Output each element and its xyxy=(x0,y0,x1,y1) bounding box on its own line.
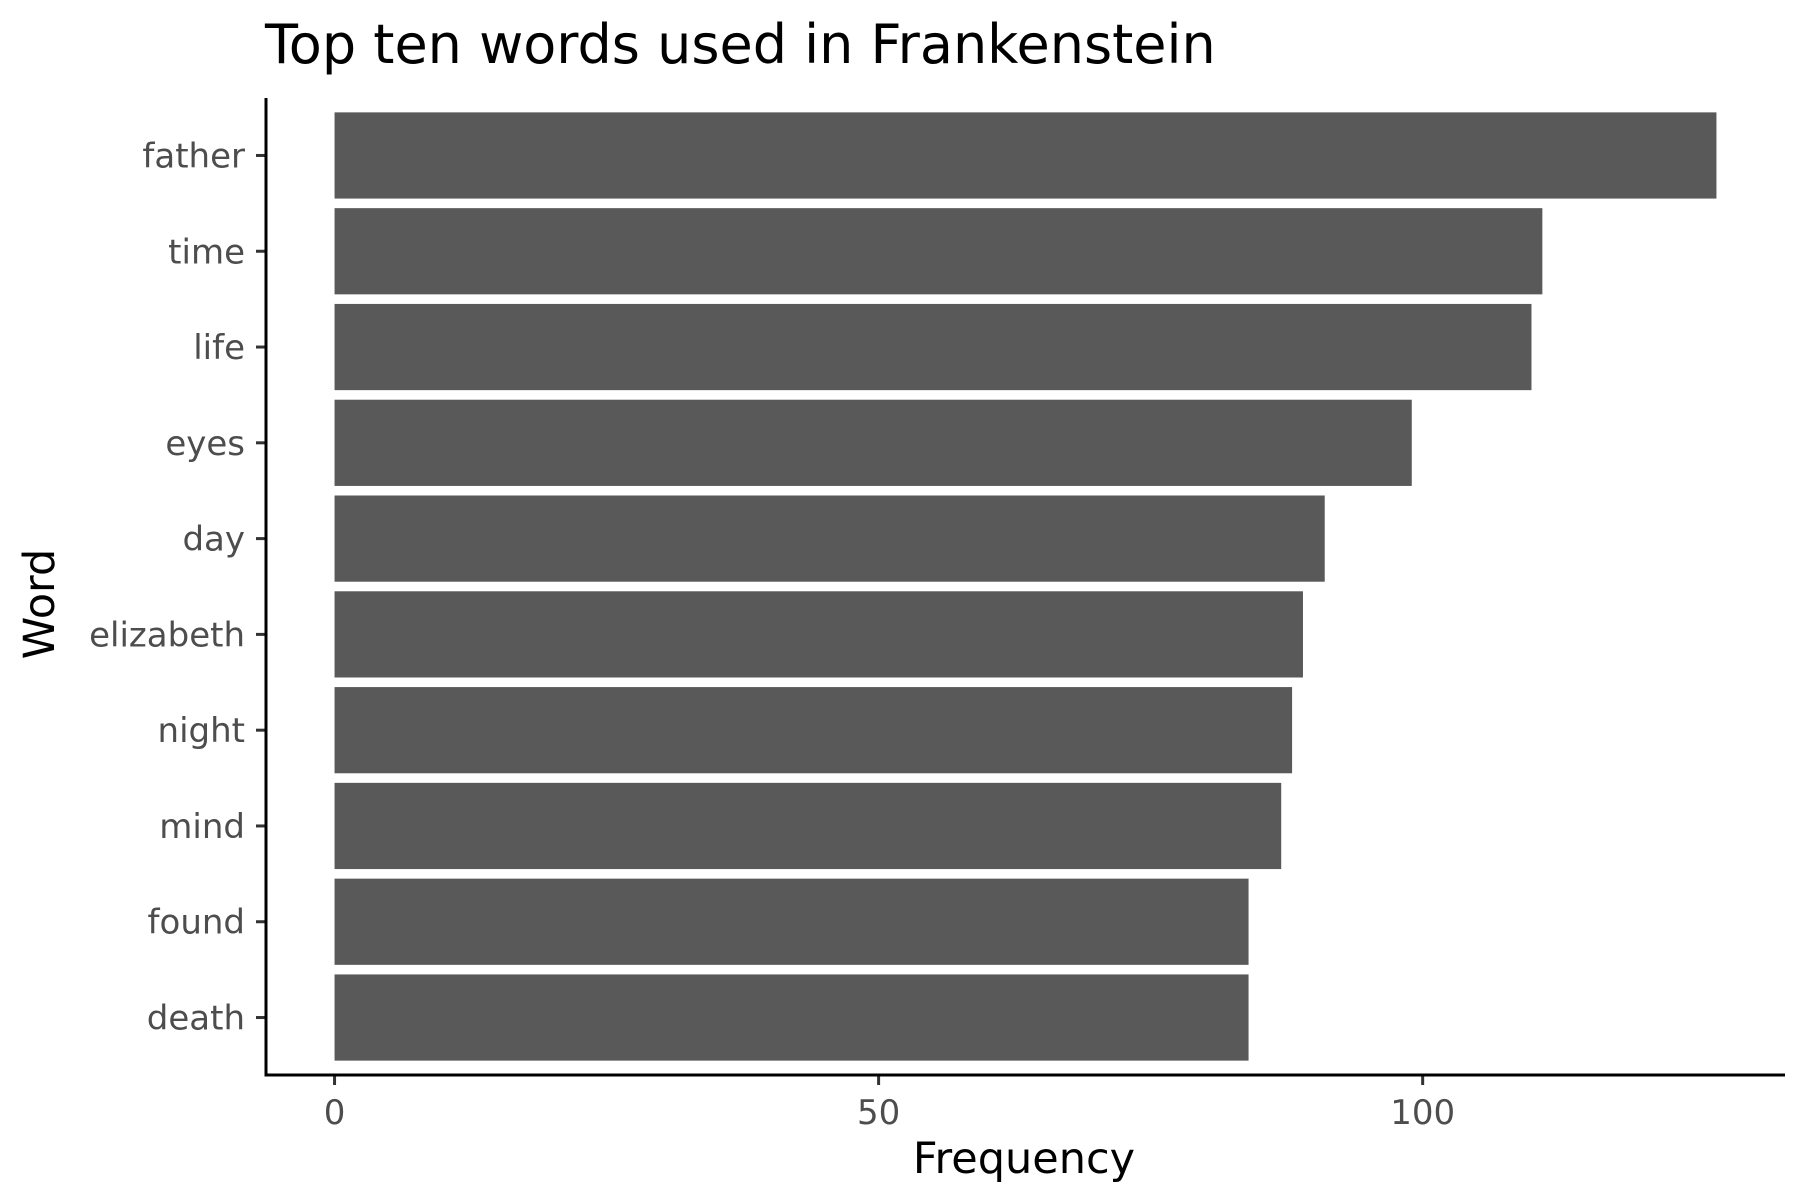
y-tick-label-night: night xyxy=(158,711,245,751)
chart-title: Top ten words used in Frankenstein xyxy=(264,13,1216,76)
bars-group xyxy=(334,112,1717,1061)
y-tick-label-elizabeth: elizabeth xyxy=(89,615,245,655)
bar-mind xyxy=(334,782,1282,870)
bar-eyes xyxy=(334,399,1412,486)
y-tick-label-time: time xyxy=(168,232,245,272)
y-tick-label-mind: mind xyxy=(159,807,245,847)
y-tick-label-eyes: eyes xyxy=(165,424,245,464)
y-axis-ticks: father time life eyes day elizabeth night mind f… xyxy=(89,136,266,1039)
y-axis-title: Word xyxy=(15,549,65,660)
bar-elizabeth xyxy=(334,591,1303,678)
bar-death xyxy=(334,974,1249,1061)
y-tick-label-father: father xyxy=(142,136,245,176)
bar-life xyxy=(334,303,1532,391)
y-tick-label-found: found xyxy=(148,903,245,943)
x-tick-label-0: 0 xyxy=(324,1093,346,1133)
bar-day xyxy=(334,495,1325,582)
x-tick-label-100: 100 xyxy=(1390,1093,1455,1133)
x-axis-title: Frequency xyxy=(913,1134,1135,1184)
x-tick-label-50: 50 xyxy=(857,1093,900,1133)
bar-father xyxy=(334,112,1717,199)
bar-night xyxy=(334,687,1293,774)
bar-time xyxy=(334,208,1543,295)
y-tick-label-life: life xyxy=(193,328,245,368)
y-tick-label-death: death xyxy=(147,999,245,1039)
bar-found xyxy=(334,878,1249,965)
y-tick-label-day: day xyxy=(182,520,245,560)
x-axis-ticks: 0 50 100 xyxy=(324,1075,1455,1133)
